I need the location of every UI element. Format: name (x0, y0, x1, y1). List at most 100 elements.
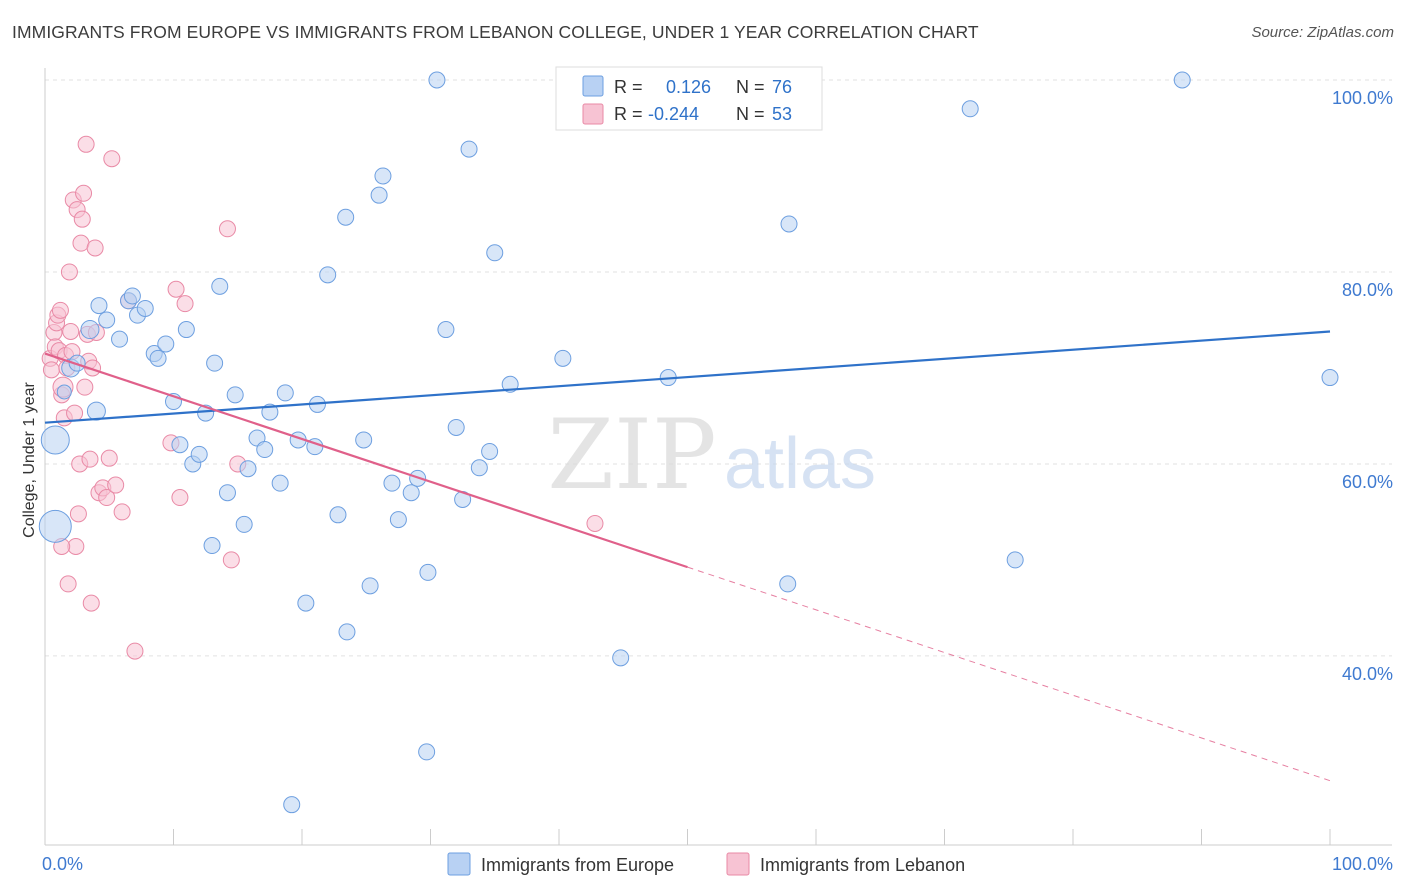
correlation-legend: R = 0.126 N = 76 R = -0.244 N = 53 (555, 66, 823, 131)
point-europe (261, 403, 279, 421)
y-tick-label: 100.0% (1332, 88, 1393, 108)
source-label: Source: ZipAtlas.com (1251, 24, 1394, 41)
point-europe (370, 186, 388, 204)
point-europe (437, 321, 455, 339)
point-lebanon (60, 263, 78, 281)
point-lebanon (98, 489, 116, 507)
point-europe (203, 537, 221, 555)
point-lebanon (113, 503, 131, 521)
point-lebanon (167, 280, 185, 298)
point-lebanon (126, 642, 144, 660)
point-lebanon (176, 295, 194, 313)
point-europe (276, 384, 294, 402)
point-europe (297, 594, 315, 612)
legend-swatch-lebanon (582, 103, 604, 125)
data-points (38, 71, 1339, 814)
point-europe (428, 71, 446, 89)
y-tick-label: 60.0% (1342, 472, 1393, 492)
axes (44, 68, 1392, 846)
y-tick-labels: 40.0% 60.0% 80.0% 100.0% (1332, 88, 1393, 684)
point-europe (211, 277, 229, 295)
point-europe (402, 484, 420, 502)
point-europe (338, 623, 356, 641)
bottom-legend-label-europe: Immigrants from Europe (481, 855, 674, 875)
point-europe (239, 460, 257, 478)
trend-line-lebanon-extrapolated (687, 566, 1331, 782)
point-europe (235, 515, 253, 533)
point-lebanon (86, 239, 104, 257)
svg-text:R =: R = (614, 77, 643, 97)
point-europe (319, 266, 337, 284)
point-europe (460, 140, 478, 158)
point-europe (481, 442, 499, 460)
series-legend: Immigrants from Europe Immigrants from L… (447, 852, 965, 876)
point-europe (40, 425, 70, 455)
point-lebanon (62, 322, 80, 340)
trend-line-europe (44, 330, 1331, 424)
point-europe (271, 474, 289, 492)
point-europe (612, 649, 630, 667)
legend-n-europe: 76 (772, 77, 792, 97)
point-lebanon (69, 505, 87, 523)
point-europe (157, 335, 175, 353)
svg-text:N =: N = (736, 104, 765, 124)
point-europe (177, 321, 195, 339)
point-europe (256, 441, 274, 459)
y-tick-label: 40.0% (1342, 664, 1393, 684)
bottom-legend-label-lebanon: Immigrants from Lebanon (760, 855, 965, 875)
point-europe (447, 418, 465, 436)
point-lebanon (84, 359, 102, 377)
point-europe (337, 208, 355, 226)
point-europe (218, 484, 236, 502)
point-europe (355, 431, 373, 449)
x-tick-label-max: 100.0% (1332, 854, 1393, 874)
point-europe (56, 384, 72, 400)
svg-text:R =: R = (614, 104, 643, 124)
watermark: ZIP atlas (547, 399, 876, 511)
y-tick-label: 80.0% (1342, 280, 1393, 300)
y-axis-label: College, Under 1 year (21, 382, 38, 538)
legend-r-lebanon: -0.244 (648, 104, 699, 124)
point-lebanon (82, 594, 100, 612)
point-europe (361, 577, 379, 595)
point-lebanon (51, 301, 69, 319)
point-europe (1321, 369, 1339, 387)
point-europe (389, 511, 407, 529)
point-lebanon (42, 361, 60, 379)
point-europe (86, 401, 106, 421)
point-lebanon (81, 450, 99, 468)
point-europe (136, 299, 154, 317)
point-lebanon (73, 210, 91, 228)
point-europe (418, 743, 436, 761)
legend-r-europe: 0.126 (666, 77, 711, 97)
point-europe (190, 445, 208, 463)
point-europe (779, 575, 797, 593)
point-europe (374, 167, 392, 185)
point-europe (283, 796, 301, 814)
point-europe (961, 100, 979, 118)
grid-lines (45, 79, 1392, 657)
point-lebanon (171, 489, 189, 507)
point-europe (38, 509, 72, 543)
point-lebanon (103, 150, 121, 168)
legend-swatch-europe (582, 75, 604, 97)
point-europe (780, 215, 798, 233)
point-lebanon (75, 184, 93, 202)
x-tick-label-min: 0.0% (42, 854, 83, 874)
point-europe (111, 330, 129, 348)
point-europe (1173, 71, 1191, 89)
point-lebanon (67, 537, 85, 555)
point-europe (98, 311, 116, 329)
x-tick-labels: 0.0% 100.0% (42, 854, 1393, 874)
point-europe (419, 563, 437, 581)
point-lebanon (218, 220, 236, 238)
point-europe (171, 436, 189, 454)
point-europe (206, 354, 224, 372)
point-europe (383, 474, 401, 492)
point-lebanon (222, 551, 240, 569)
point-europe (149, 349, 167, 367)
trend-lines (44, 330, 1331, 782)
point-lebanon (66, 404, 84, 422)
svg-text:N =: N = (736, 77, 765, 97)
